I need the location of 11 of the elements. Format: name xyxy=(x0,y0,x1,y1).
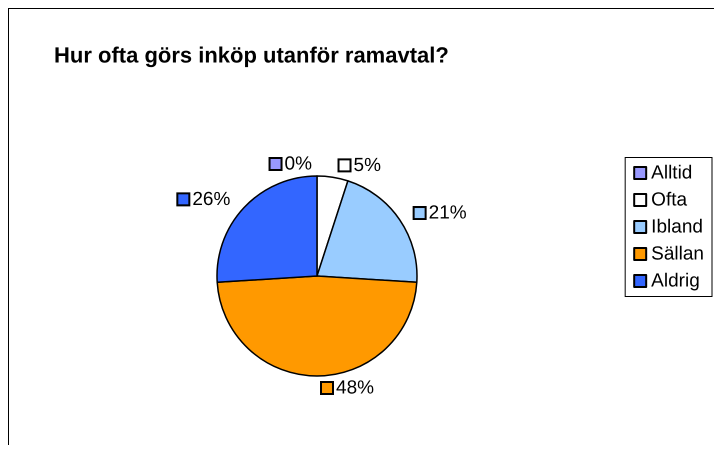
data-label: 26% xyxy=(192,188,230,210)
legend-label: Alltid xyxy=(651,162,692,184)
data-label: 21% xyxy=(428,202,467,224)
legend-label: Sällan xyxy=(651,244,704,264)
chart-title: Hur ofta görs inköp utanför ramavtal? xyxy=(54,42,449,68)
legend-label: Ibland xyxy=(651,216,703,238)
legend-label: Ofta xyxy=(651,190,688,210)
data-label: 48% xyxy=(336,378,374,398)
text: 0% xyxy=(284,154,312,174)
legend-label: Aldrig xyxy=(651,270,700,292)
data-label: 5% xyxy=(354,154,382,176)
